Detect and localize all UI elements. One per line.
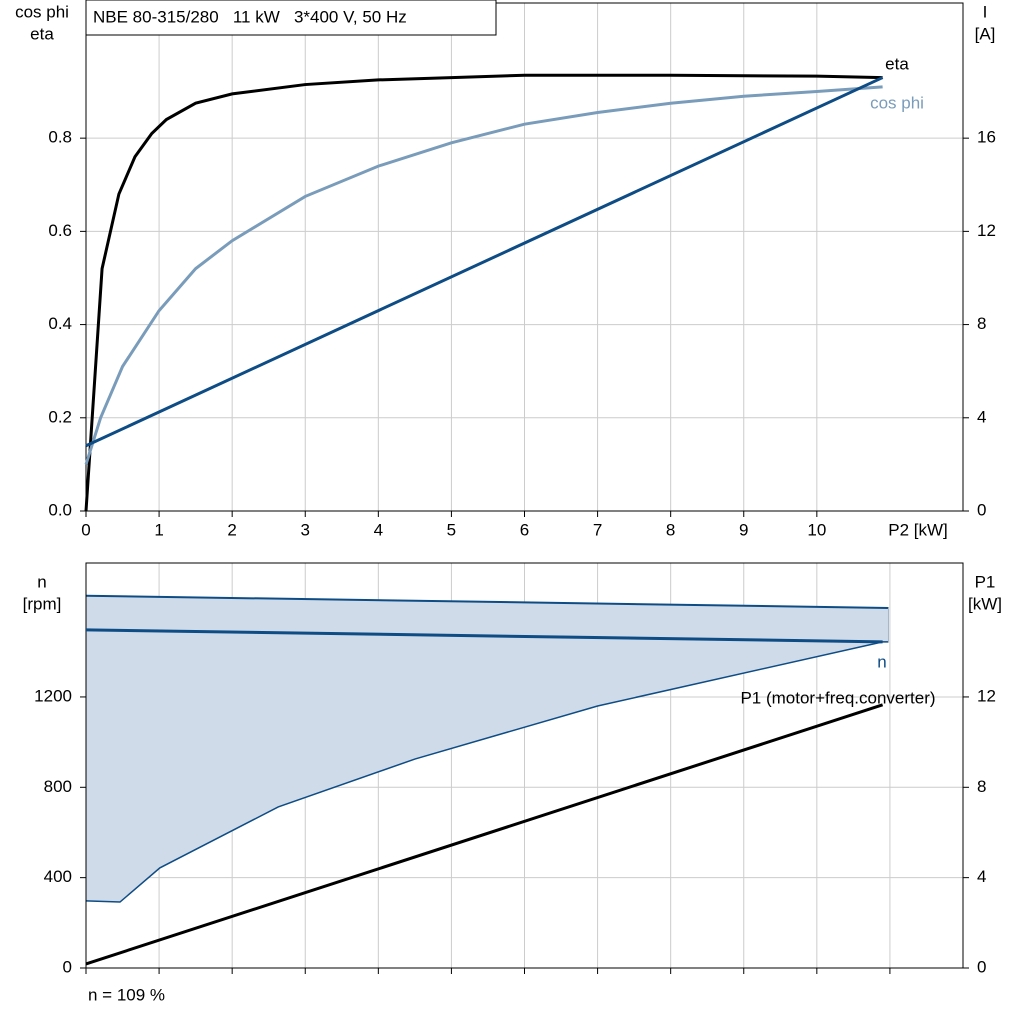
y-tick-label: 800 bbox=[44, 777, 72, 796]
series-line bbox=[84, 73, 883, 512]
y2-axis-label: I bbox=[983, 2, 988, 21]
x-tick-label: 7 bbox=[593, 520, 602, 539]
x-tick-label: 8 bbox=[666, 520, 675, 539]
y-tick-label: 0.8 bbox=[48, 128, 72, 147]
band-lower bbox=[85, 641, 889, 903]
y-axis-label: n bbox=[37, 572, 46, 591]
band-upper bbox=[85, 594, 889, 609]
y-axis-label: cos phi bbox=[15, 2, 69, 21]
x-tick-label: 4 bbox=[374, 520, 383, 539]
series-line bbox=[85, 628, 883, 644]
y-tick-label: 0 bbox=[63, 957, 72, 976]
x-tick-label: 2 bbox=[227, 520, 236, 539]
x-tick-label: 5 bbox=[447, 520, 456, 539]
y2-tick-label: 0 bbox=[977, 500, 986, 519]
y-tick-label: 0.6 bbox=[48, 221, 72, 240]
y-axis-label: [rpm] bbox=[23, 594, 62, 613]
y-tick-label: 1200 bbox=[34, 686, 72, 705]
y2-tick-label: 4 bbox=[977, 867, 986, 886]
series-label: cos phi bbox=[870, 93, 924, 112]
y2-tick-label: 16 bbox=[977, 128, 996, 147]
y2-axis-label: [A] bbox=[975, 24, 996, 43]
x-tick-label: 6 bbox=[520, 520, 529, 539]
x-tick-label: 3 bbox=[301, 520, 310, 539]
y2-axis-label: P1 bbox=[975, 572, 996, 591]
x-tick-label: 9 bbox=[739, 520, 748, 539]
y-tick-label: 0.4 bbox=[48, 314, 72, 333]
y-tick-label: 0.0 bbox=[48, 500, 72, 519]
x-tick-label: 1 bbox=[154, 520, 163, 539]
y2-tick-label: 0 bbox=[977, 957, 986, 976]
y2-tick-label: 8 bbox=[977, 777, 986, 796]
x-tick-label: 10 bbox=[807, 520, 826, 539]
y-axis-label: eta bbox=[30, 24, 54, 43]
band-area bbox=[86, 595, 889, 903]
y-tick-label: 0.2 bbox=[48, 407, 72, 426]
y2-tick-label: 12 bbox=[977, 686, 996, 705]
note: n = 109 % bbox=[88, 985, 165, 1004]
y2-tick-label: 4 bbox=[977, 407, 986, 426]
y2-tick-label: 8 bbox=[977, 314, 986, 333]
series-line bbox=[84, 85, 883, 465]
series-label: n bbox=[877, 652, 886, 671]
chart-title: NBE 80-315/280 11 kW 3*400 V, 50 Hz bbox=[93, 7, 407, 26]
y2-axis-label: [kW] bbox=[968, 594, 1002, 613]
y-tick-label: 400 bbox=[44, 867, 72, 886]
series-line bbox=[85, 703, 884, 966]
y2-tick-label: 12 bbox=[977, 221, 996, 240]
x-tick-label: 0 bbox=[81, 520, 90, 539]
series-line bbox=[85, 76, 884, 448]
series-label: P1 (motor+freq.converter) bbox=[740, 688, 935, 707]
title-box bbox=[85, 0, 497, 36]
x-axis-label: P2 [kW] bbox=[888, 520, 948, 539]
series-label: eta bbox=[885, 54, 909, 73]
